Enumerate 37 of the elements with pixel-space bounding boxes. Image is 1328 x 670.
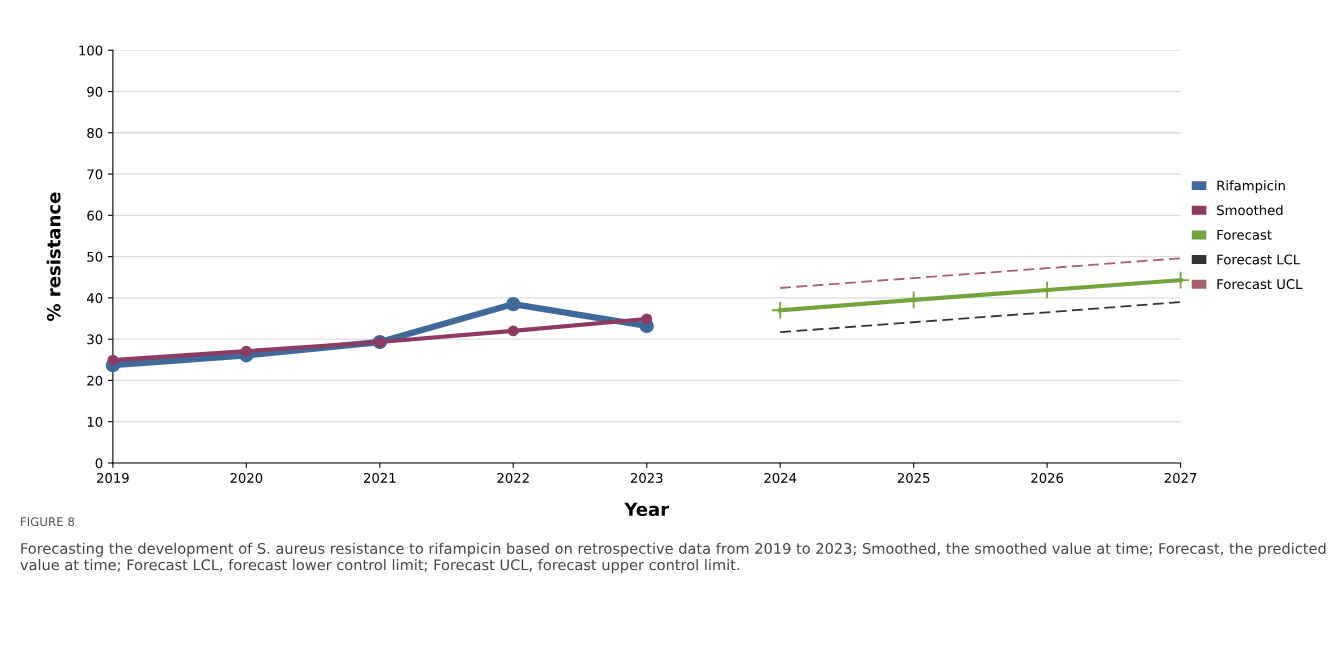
legend-label: Smoothed bbox=[1217, 204, 1283, 216]
point bbox=[240, 345, 252, 357]
y-tick-label: 60 bbox=[87, 210, 103, 221]
y-tick-label: 40 bbox=[87, 293, 103, 304]
y-tick-label: 90 bbox=[87, 86, 103, 97]
point bbox=[641, 313, 653, 325]
point bbox=[506, 296, 521, 312]
y-tick-label: 70 bbox=[87, 169, 103, 180]
y-axis-title: % resistance bbox=[46, 192, 61, 321]
y-tick-label: 100 bbox=[79, 45, 103, 56]
x-tick-label: 2019 bbox=[97, 472, 129, 483]
point bbox=[770, 301, 790, 320]
x-tick-label: 2027 bbox=[1164, 472, 1197, 483]
x-tick-label: 2020 bbox=[230, 472, 263, 483]
legend-label: Forecast LCL bbox=[1217, 254, 1301, 265]
y-tick-label: 50 bbox=[87, 251, 103, 262]
legend-label: Rifampicin bbox=[1217, 180, 1285, 194]
y-tick-label: 0 bbox=[95, 458, 103, 469]
x-tick-label: 2025 bbox=[897, 472, 930, 483]
caption: FIGURE 8 bbox=[21, 517, 75, 527]
line-series bbox=[779, 301, 1182, 334]
x-axis-title: Year bbox=[624, 502, 670, 517]
y-tick-label: 20 bbox=[87, 375, 103, 386]
y-tick-label: 80 bbox=[87, 128, 103, 138]
y-tick-label: 10 bbox=[87, 416, 103, 427]
x-tick-label: 2022 bbox=[497, 472, 529, 483]
legend-label: Forecast bbox=[1217, 230, 1272, 240]
x-tick-label: 2024 bbox=[764, 472, 797, 483]
x-tick-label: 2026 bbox=[1031, 472, 1064, 483]
point bbox=[507, 325, 519, 337]
legend-label: Forecast UCL bbox=[1217, 279, 1303, 290]
y-tick-label: 30 bbox=[87, 334, 103, 345]
text: Forecasting the development of S. aureus resistance to rifampicin based on retrospective data from 2019 to 2023; Smoothed, the smoothed value at time; Forecast, the predicted value at time; Forecast LCL, forecast lower control limit; Forecast UCL, forecast upper control limit. bbox=[20, 542, 1326, 574]
point bbox=[107, 354, 119, 366]
line-series bbox=[779, 257, 1182, 289]
x-tick-label: 2023 bbox=[630, 472, 663, 483]
x-tick-label: 2021 bbox=[363, 472, 396, 483]
